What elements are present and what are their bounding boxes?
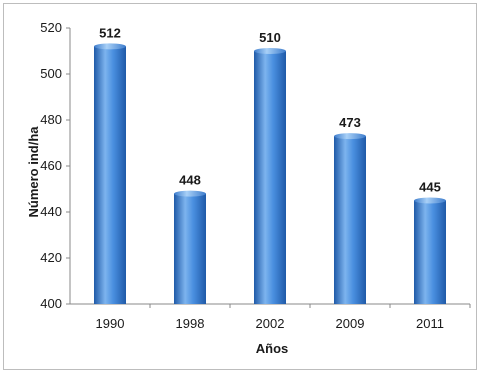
x-tick-label: 2009 [336,316,365,331]
bar-2002 [254,51,286,304]
y-tick-label: 520 [40,20,62,35]
x-tick-label: 2002 [256,316,285,331]
y-tick-label: 460 [40,158,62,173]
data-label-2011: 445 [419,180,441,195]
y-tick-label: 420 [40,250,62,265]
y-tick-label: 480 [40,112,62,127]
bar-2011 [414,200,446,304]
y-axis: 400 420 440 460 480 500 520 [40,20,71,311]
bar-cap-1998 [174,190,206,197]
bar-1990 [94,46,126,305]
x-tick-label: 1998 [176,316,205,331]
x-tick-label: 1990 [96,316,125,331]
y-tick-label: 500 [40,66,62,81]
x-axis-title: Años [256,341,289,356]
data-label-1998: 448 [179,173,201,188]
data-label-2002: 510 [259,30,281,45]
data-label-2009: 473 [339,115,361,130]
bar-cap-2011 [414,197,446,204]
chart-frame [3,3,477,370]
y-tick-label: 400 [40,296,62,311]
data-label-1990: 512 [99,25,121,40]
y-tick-label: 440 [40,204,62,219]
bar-1998 [174,193,206,304]
bar-cap-1990 [94,43,126,50]
bar-cap-2009 [334,133,366,140]
y-axis-title: Número ind/ha [26,126,41,218]
x-tick-label: 2011 [416,316,444,331]
data-labels: 512 448 510 473 445 [99,25,441,194]
bar-cap-2002 [254,48,286,54]
x-axis: 1990 1998 2002 2009 2011 [70,303,471,331]
bar-series [94,43,446,305]
bar-2009 [334,136,366,304]
